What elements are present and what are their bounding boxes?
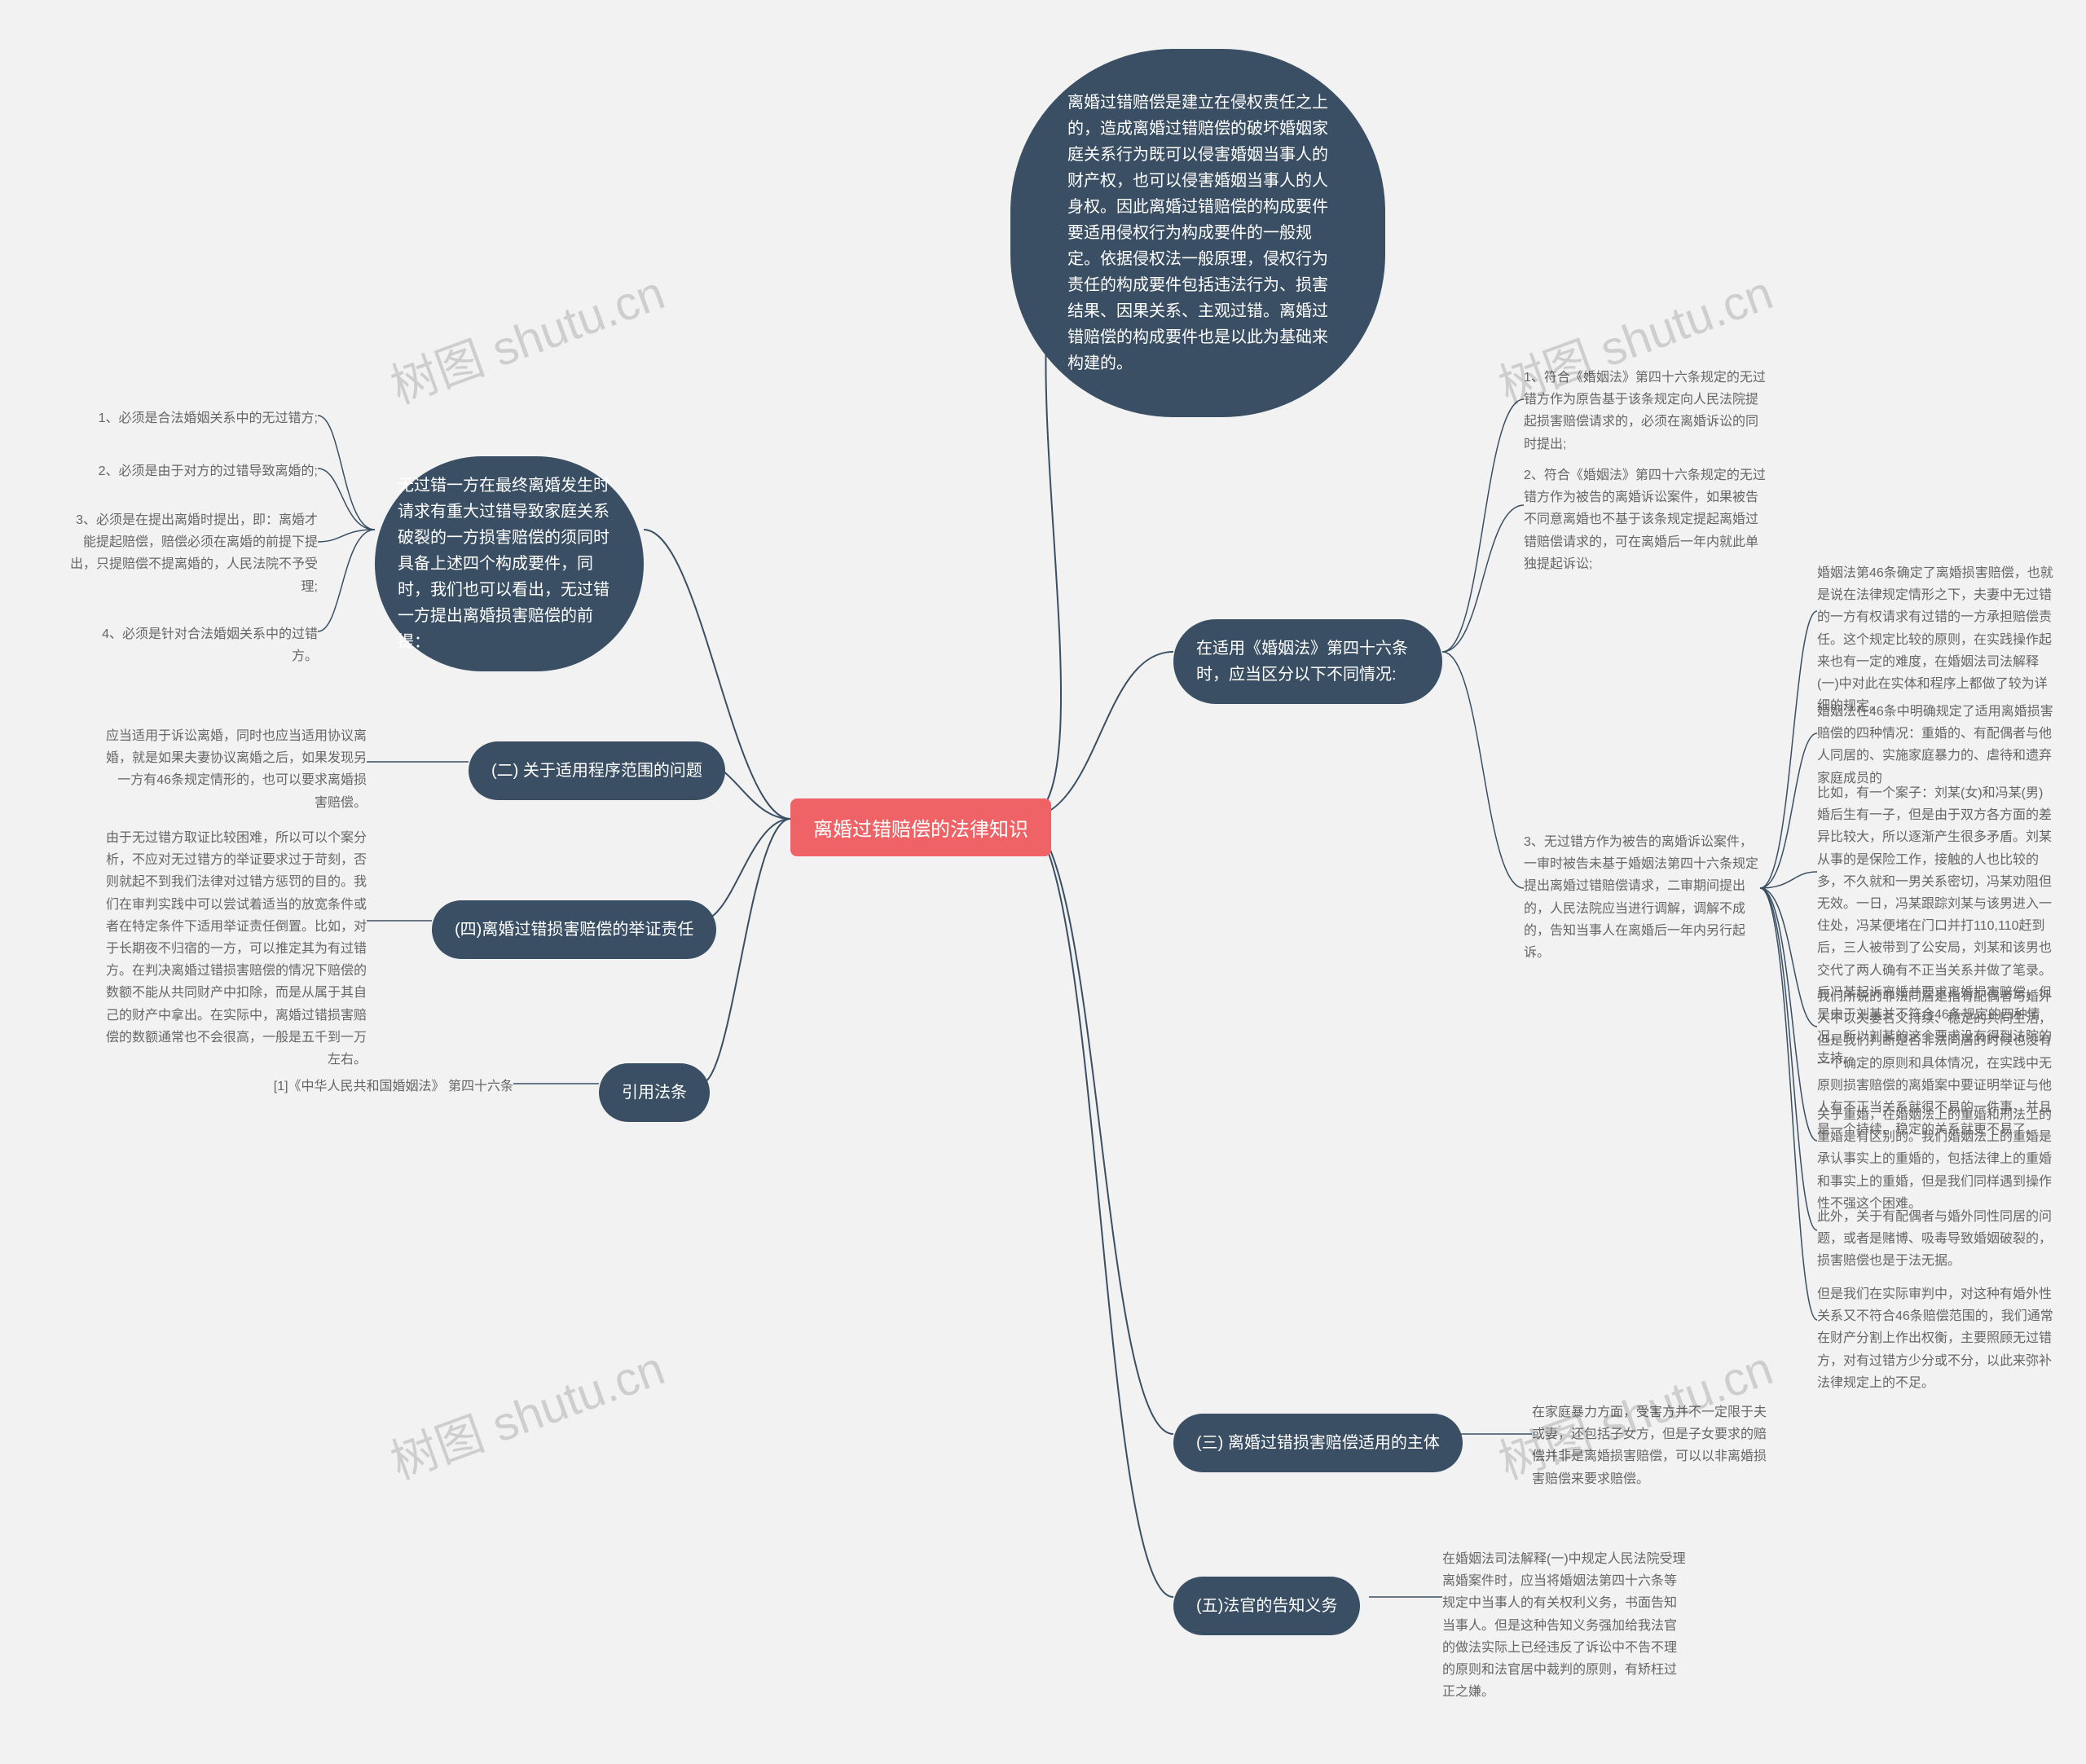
left-branch-3[interactable]: (四)离婚过错损害赔偿的举证责任 xyxy=(432,900,716,959)
left-branch-2-label: (二) 关于适用程序范围的问题 xyxy=(491,762,702,780)
root-label: 离婚过错赔偿的法律知识 xyxy=(813,819,1028,841)
left-b1-leaf-1: 1、必须是合法婚姻关系中的无过错方; xyxy=(94,407,318,429)
right-branch-4[interactable]: (五)法官的告知义务 xyxy=(1173,1577,1360,1635)
right-b2-leaf-1: 1、符合《婚姻法》第四十六条规定的无过错方作为原告基于该条规定向人民法院提起损害… xyxy=(1524,367,1768,455)
left-branch-1-label: 无过错一方在最终离婚发生时请求有重大过错导致家庭关系破裂的一方损害赔偿的须同时具… xyxy=(398,477,610,651)
right-b2-leaf-3: 3、无过错方作为被告的离婚诉讼案件，一审时被告未基于婚姻法第四十六条规定提出离婚… xyxy=(1524,831,1760,964)
left-branch-1[interactable]: 无过错一方在最终离婚发生时请求有重大过错导致家庭关系破裂的一方损害赔偿的须同时具… xyxy=(375,456,644,671)
left-b3-leaf-1: 由于无过错方取证比较困难，所以可以个案分析，不应对无过错方的举证要求过于苛刻，否… xyxy=(106,827,367,1071)
watermark-3: 树图 shutu.cn xyxy=(380,1330,672,1492)
left-branch-4-label: 引用法条 xyxy=(622,1084,687,1102)
left-branch-2[interactable]: (二) 关于适用程序范围的问题 xyxy=(469,741,725,800)
right-branch-4-label: (五)法官的告知义务 xyxy=(1196,1597,1337,1615)
left-b1-leaf-2: 2、必须是由于对方的过错导致离婚的; xyxy=(81,460,318,482)
left-branch-4[interactable]: 引用法条 xyxy=(599,1063,710,1122)
root-node[interactable]: 离婚过错赔偿的法律知识 xyxy=(790,798,1051,856)
right-branch-1-label: 离婚过错赔偿是建立在侵权责任之上的，造成离婚过错赔偿的破坏婚姻家庭关系行为既可以… xyxy=(1067,94,1328,372)
right-branch-2-label: 在适用《婚姻法》第四十六条时，应当区分以下不同情况: xyxy=(1196,640,1408,684)
right-b2-sub-7: 但是我们在实际审判中，对这种有婚外性关系又不符合46条赔偿范围的，我们通常在财产… xyxy=(1817,1283,2053,1394)
left-branch-3-label: (四)离婚过错损害赔偿的举证责任 xyxy=(455,921,693,939)
right-branch-1[interactable]: 离婚过错赔偿是建立在侵权责任之上的，造成离婚过错赔偿的破坏婚姻家庭关系行为既可以… xyxy=(1010,49,1385,417)
right-b4-leaf-1: 在婚姻法司法解释(一)中规定人民法院受理离婚案件时，应当将婚姻法第四十六条等规定… xyxy=(1442,1548,1687,1703)
left-b4-leaf-1: [1]《中华人民共和国婚姻法》 第四十六条 xyxy=(269,1076,513,1098)
right-branch-3[interactable]: (三) 离婚过错损害赔偿适用的主体 xyxy=(1173,1414,1463,1472)
right-b3-leaf-1: 在家庭暴力方面，受害方并不一定限于夫或妻，还包括子女方，但是子女要求的赔偿并非是… xyxy=(1532,1401,1776,1490)
watermark-1: 树图 shutu.cn xyxy=(380,254,672,416)
right-b2-sub-1: 婚姻法第46条确定了离婚损害赔偿，也就是说在法律规定情形之下，夫妻中无过错的一方… xyxy=(1817,562,2053,717)
left-b1-leaf-3: 3、必须是在提出离婚时提出，即：离婚才能提起赔偿，赔偿必须在离婚的前提下提出，只… xyxy=(65,509,318,598)
right-b2-leaf-2: 2、符合《婚姻法》第四十六条规定的无过错方作为被告的离婚诉讼案件，如果被告不同意… xyxy=(1524,464,1768,575)
left-b2-leaf-1: 应当适用于诉讼离婚，同时也应当适用协议离婚，就是如果夫妻协议离婚之后，如果发现另… xyxy=(106,725,367,814)
right-branch-3-label: (三) 离婚过错损害赔偿适用的主体 xyxy=(1196,1434,1440,1452)
right-b2-sub-2: 婚姻法在46条中明确规定了适用离婚损害赔偿的四种情况：重婚的、有配偶者与他人同居… xyxy=(1817,701,2053,790)
right-branch-2[interactable]: 在适用《婚姻法》第四十六条时，应当区分以下不同情况: xyxy=(1173,619,1442,704)
right-b2-sub-6: 此外，关于有配偶者与婚外同性同居的问题，或者是赌博、吸毒导致婚姻破裂的，损害赔偿… xyxy=(1817,1206,2053,1273)
left-b1-leaf-4: 4、必须是针对合法婚姻关系中的过错方。 xyxy=(81,623,318,667)
right-b2-sub-5: 关于重婚，在婚姻法上的重婚和刑法上的重婚是有区别的。我们婚姻法上的重婚是承认事实… xyxy=(1817,1104,2053,1215)
